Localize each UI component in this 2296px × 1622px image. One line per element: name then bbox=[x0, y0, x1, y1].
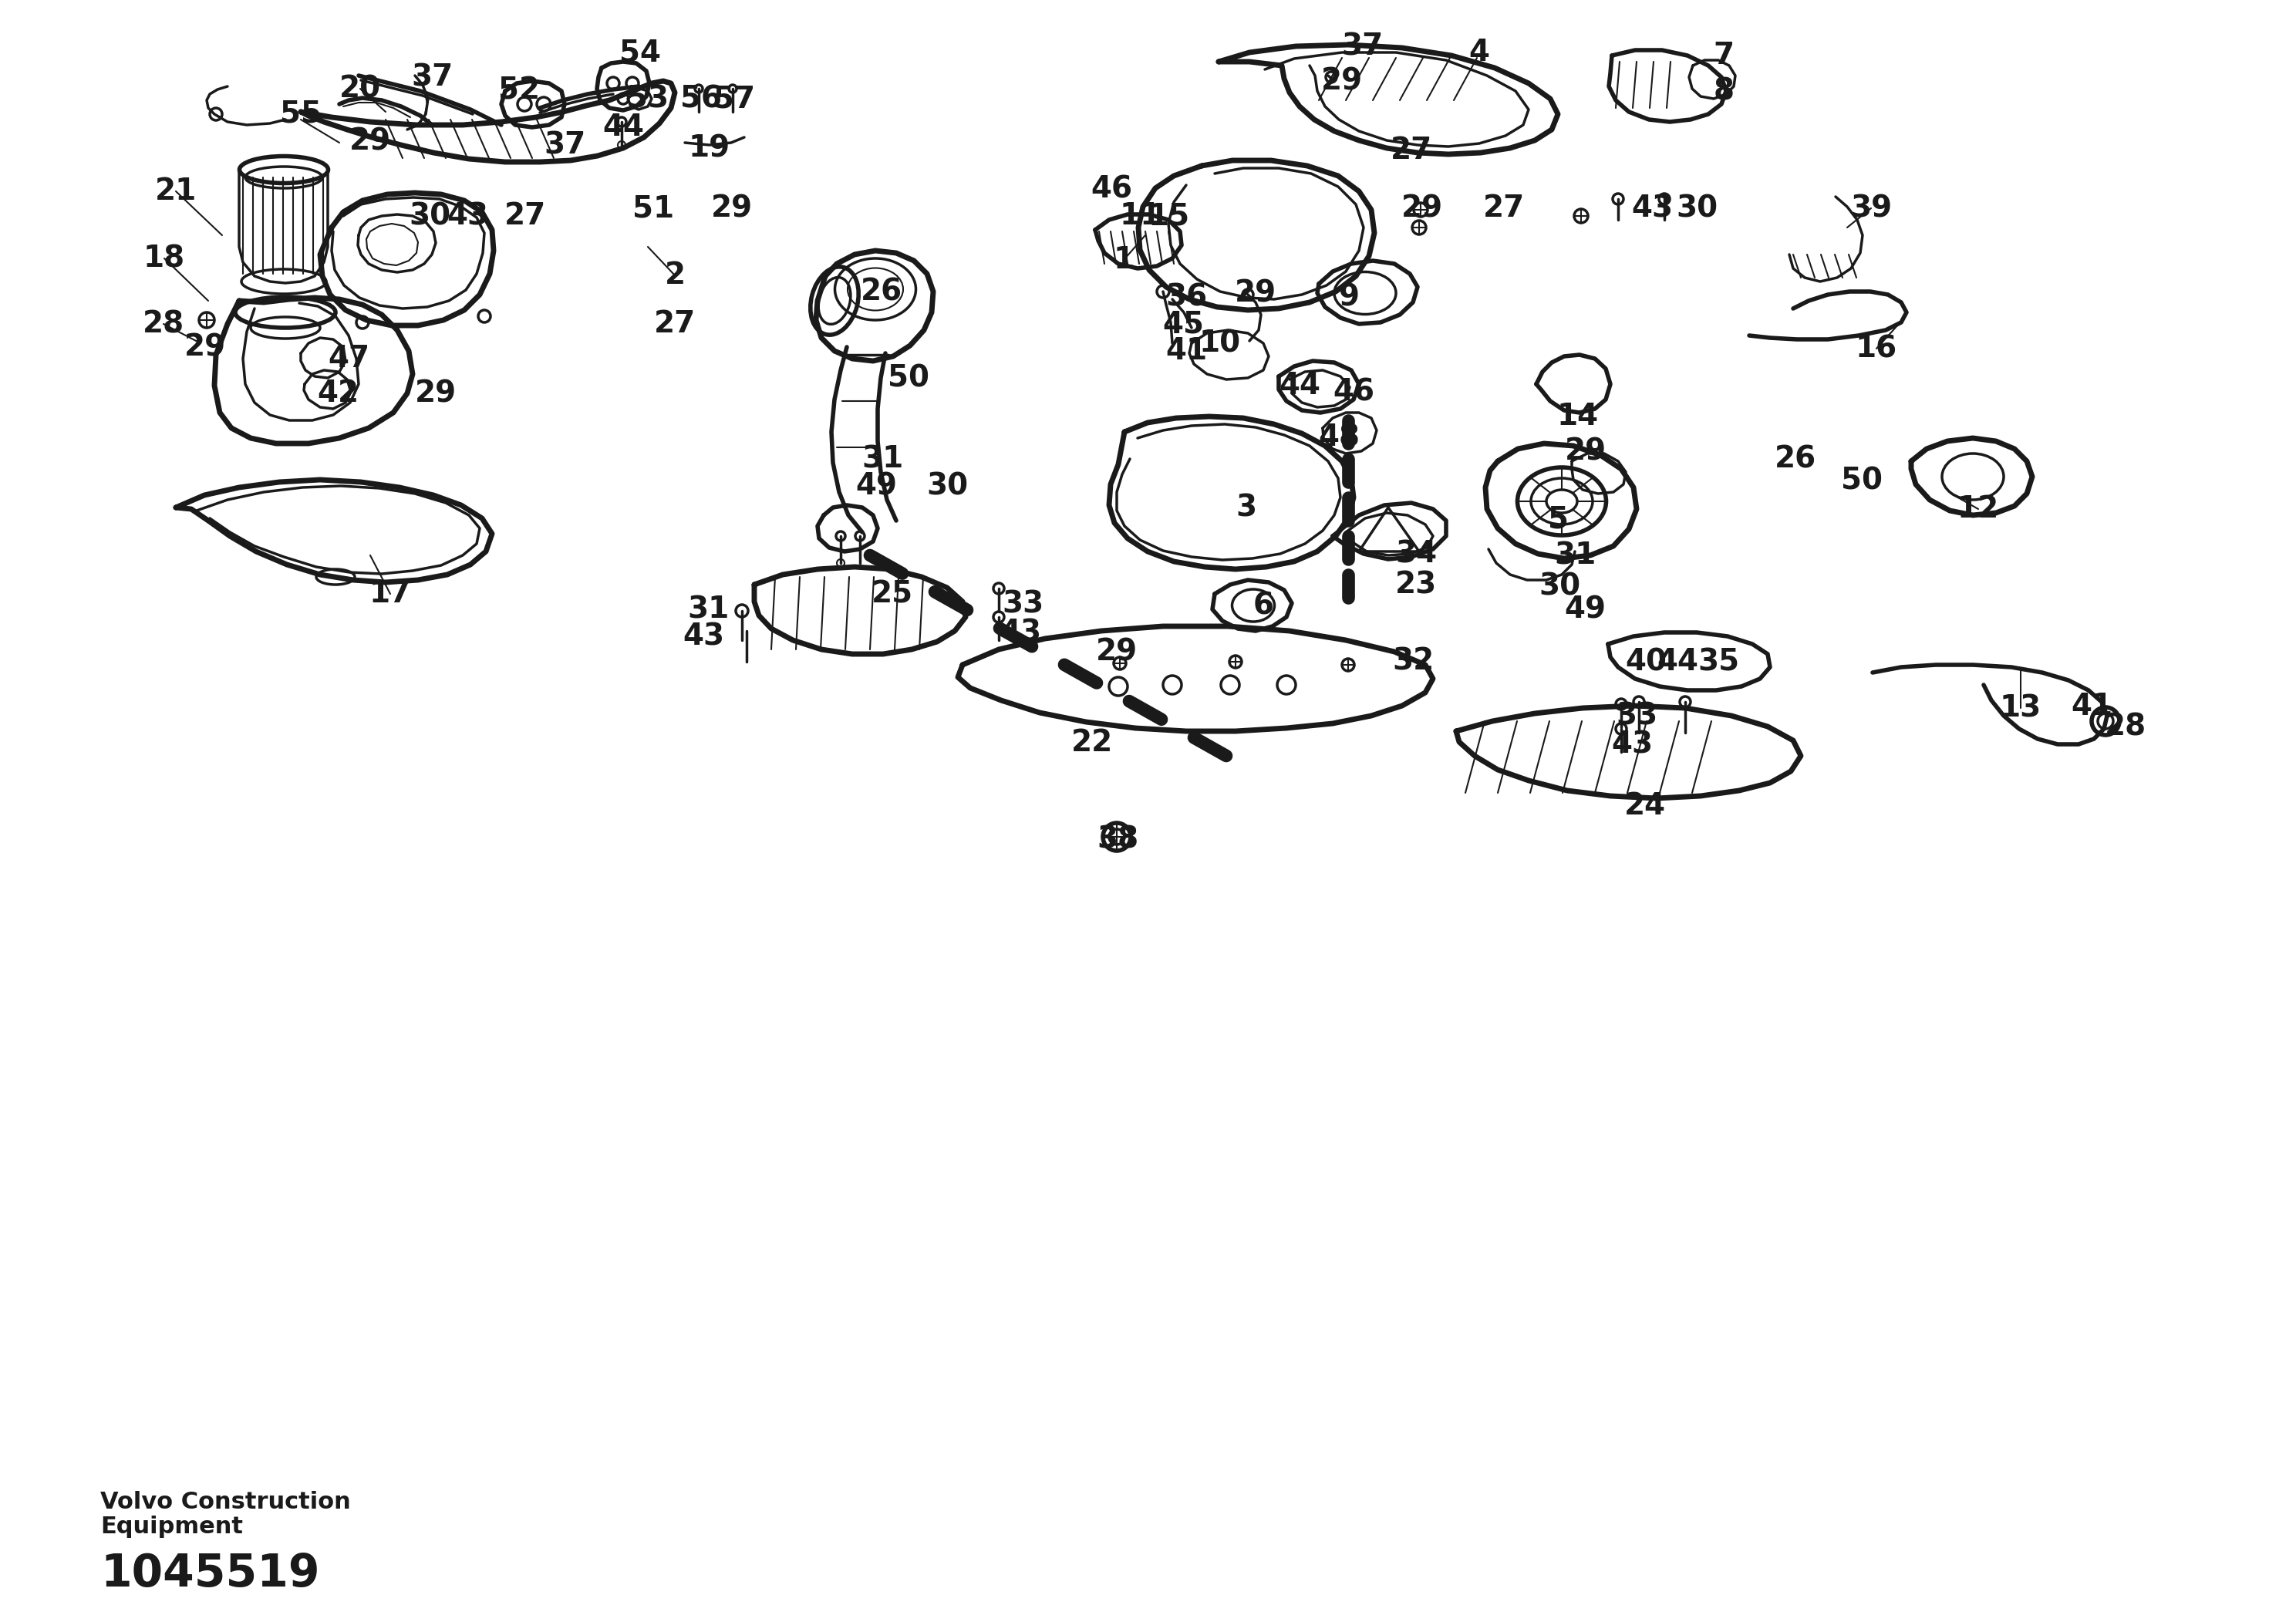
Text: 55: 55 bbox=[280, 99, 321, 128]
Text: 57: 57 bbox=[714, 84, 755, 114]
Text: 44: 44 bbox=[1279, 371, 1320, 401]
Text: 29: 29 bbox=[1320, 67, 1364, 96]
Text: 11: 11 bbox=[1120, 201, 1162, 230]
Text: 50: 50 bbox=[1841, 466, 1883, 495]
Text: 8: 8 bbox=[1713, 76, 1733, 105]
Text: 50: 50 bbox=[889, 363, 930, 393]
Text: 34: 34 bbox=[1396, 539, 1437, 568]
Text: 54: 54 bbox=[620, 37, 661, 67]
Text: 56: 56 bbox=[680, 84, 721, 114]
Text: 25: 25 bbox=[872, 579, 914, 608]
Text: 30: 30 bbox=[1676, 193, 1717, 222]
Text: 28: 28 bbox=[142, 310, 184, 339]
Text: 37: 37 bbox=[411, 63, 452, 92]
Text: 37: 37 bbox=[544, 130, 585, 159]
Text: 2: 2 bbox=[664, 261, 684, 290]
Text: 43: 43 bbox=[682, 621, 723, 650]
Text: 9: 9 bbox=[1339, 282, 1359, 311]
Text: 41: 41 bbox=[2071, 693, 2112, 722]
Text: 5: 5 bbox=[1548, 504, 1568, 534]
Text: 27: 27 bbox=[654, 310, 696, 339]
Text: 13: 13 bbox=[2000, 693, 2041, 723]
Text: 32: 32 bbox=[1391, 646, 1433, 676]
Text: 30: 30 bbox=[1538, 571, 1580, 600]
Text: 24: 24 bbox=[1623, 792, 1667, 821]
Text: 29: 29 bbox=[712, 193, 753, 222]
Text: 44: 44 bbox=[1658, 647, 1699, 676]
Text: 28: 28 bbox=[2105, 712, 2147, 741]
Text: 41: 41 bbox=[1166, 336, 1208, 365]
Text: 31: 31 bbox=[1554, 540, 1596, 569]
Text: 27: 27 bbox=[505, 201, 546, 230]
Text: 16: 16 bbox=[1855, 334, 1896, 363]
Text: 43: 43 bbox=[1612, 730, 1653, 759]
Text: 21: 21 bbox=[154, 177, 197, 206]
Text: 29: 29 bbox=[1401, 193, 1444, 222]
Text: 51: 51 bbox=[631, 193, 675, 222]
Text: 1: 1 bbox=[1114, 245, 1134, 274]
Text: 29: 29 bbox=[349, 127, 390, 156]
Text: 1045519: 1045519 bbox=[101, 1551, 319, 1596]
Text: 6: 6 bbox=[1254, 590, 1274, 620]
Text: 14: 14 bbox=[1557, 402, 1598, 431]
Text: 30: 30 bbox=[925, 472, 969, 501]
Text: 38: 38 bbox=[1097, 824, 1139, 853]
Text: 29: 29 bbox=[1566, 436, 1607, 466]
Text: 40: 40 bbox=[1626, 647, 1667, 676]
Text: 33: 33 bbox=[1003, 589, 1045, 618]
Text: 23: 23 bbox=[1396, 569, 1437, 599]
Text: 26: 26 bbox=[861, 277, 902, 307]
Text: 20: 20 bbox=[340, 75, 381, 104]
Text: 19: 19 bbox=[689, 133, 730, 162]
Text: 29: 29 bbox=[1235, 279, 1277, 308]
Text: 53: 53 bbox=[627, 84, 668, 114]
Text: 39: 39 bbox=[1851, 193, 1892, 222]
Text: 35: 35 bbox=[1697, 647, 1738, 676]
Text: 43: 43 bbox=[1630, 193, 1674, 222]
Text: 37: 37 bbox=[1341, 31, 1382, 62]
Text: 31: 31 bbox=[861, 444, 902, 474]
Text: 29: 29 bbox=[416, 378, 457, 409]
Text: 43: 43 bbox=[999, 618, 1040, 647]
Text: 30: 30 bbox=[409, 201, 450, 230]
Text: 27: 27 bbox=[1483, 193, 1525, 222]
Text: 46: 46 bbox=[1091, 174, 1132, 204]
Text: Volvo Construction: Volvo Construction bbox=[101, 1491, 351, 1513]
Text: 46: 46 bbox=[1332, 378, 1375, 407]
Text: 49: 49 bbox=[856, 472, 898, 501]
Text: 33: 33 bbox=[1616, 701, 1658, 730]
Text: 15: 15 bbox=[1148, 201, 1189, 230]
Text: 52: 52 bbox=[498, 76, 540, 105]
Text: 18: 18 bbox=[142, 243, 186, 272]
Text: 49: 49 bbox=[1564, 595, 1605, 624]
Text: 4: 4 bbox=[1469, 37, 1490, 67]
Text: 43: 43 bbox=[445, 201, 489, 230]
Text: 26: 26 bbox=[1775, 444, 1816, 474]
Text: 42: 42 bbox=[317, 378, 358, 409]
Text: 12: 12 bbox=[1956, 495, 2000, 524]
Text: 48: 48 bbox=[1318, 423, 1359, 453]
Text: 29: 29 bbox=[1095, 637, 1137, 667]
Text: 36: 36 bbox=[1166, 282, 1208, 311]
Text: 17: 17 bbox=[370, 579, 411, 608]
Text: 31: 31 bbox=[687, 595, 728, 624]
Text: 27: 27 bbox=[1391, 136, 1433, 165]
Text: 7: 7 bbox=[1713, 41, 1733, 70]
Text: 45: 45 bbox=[1162, 310, 1203, 339]
Text: 44: 44 bbox=[602, 112, 643, 141]
Text: 29: 29 bbox=[184, 333, 225, 362]
Text: 22: 22 bbox=[1072, 728, 1114, 757]
Text: Equipment: Equipment bbox=[101, 1517, 243, 1538]
Text: 10: 10 bbox=[1199, 329, 1240, 358]
Text: 3: 3 bbox=[1235, 493, 1256, 522]
Text: 47: 47 bbox=[328, 344, 370, 373]
